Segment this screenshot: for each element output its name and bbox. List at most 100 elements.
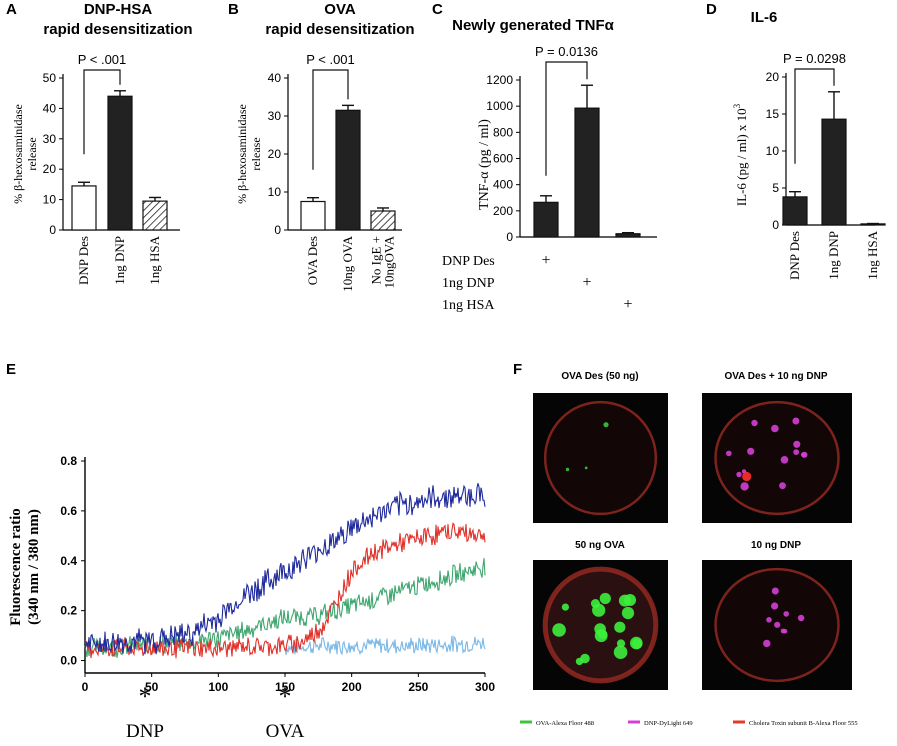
- fluorescent-spot: [590, 599, 600, 608]
- significance-label: P < .001: [78, 52, 127, 67]
- y-tick-label: 800: [493, 125, 513, 139]
- fluorescent-spot: [736, 471, 742, 478]
- x-tick-label-0: OVA Des: [305, 236, 320, 285]
- fluorescent-spot: [613, 645, 628, 659]
- bar-1: [821, 118, 847, 226]
- significance-bracket: [794, 68, 835, 164]
- fluorescent-spot: [742, 471, 752, 482]
- series-line-lightblue: [284, 635, 486, 656]
- x-tick-label: 250: [408, 680, 428, 694]
- panel-f-microscopy: F OVA Des (50 ng) OVA Des + 10 ng DNP 50 ng…: [513, 361, 858, 727]
- y-tick-label: 5: [772, 181, 779, 195]
- fluorescent-spot: [793, 449, 800, 455]
- fluorescent-spot: [726, 450, 732, 457]
- y-tick-label: 0.4: [60, 554, 77, 568]
- y-tick-label: 20: [766, 70, 780, 84]
- y-axis-label: TNF-α (pg / ml): [477, 119, 492, 210]
- y-axis-label-exponent: 3: [732, 103, 742, 108]
- x-tick-label-2: 10ngOVA: [382, 235, 397, 288]
- panel-label-c: C: [432, 1, 443, 18]
- y-tick-label: 0: [506, 230, 513, 244]
- y-tick-label: 0: [274, 223, 281, 237]
- fluorescent-spot: [614, 621, 626, 633]
- x-tick-label-0: DNP Des: [76, 236, 91, 285]
- bar-1: [335, 109, 361, 231]
- x-tick-label: 300: [475, 680, 495, 694]
- y-tick-label: 600: [493, 152, 513, 166]
- chart-title: DNP-HSA: [84, 1, 153, 18]
- significance-bracket: [312, 69, 349, 170]
- fluorescent-spot: [771, 424, 779, 433]
- y-tick-label: 10: [43, 193, 57, 207]
- panel-label-b: B: [228, 1, 239, 18]
- panel-label-f: F: [513, 361, 522, 378]
- fluorescent-spot: [779, 482, 786, 490]
- y-axis-label-line2: release: [25, 137, 39, 170]
- fluorescent-spot: [771, 587, 779, 595]
- bar-0: [71, 185, 97, 231]
- x-tick-label: 0: [82, 680, 89, 694]
- micrograph-title-2: 50 ng OVA: [575, 540, 625, 551]
- bar-0: [300, 200, 326, 231]
- y-tick-label: 0.0: [60, 654, 77, 668]
- fluorescent-spot: [565, 467, 570, 472]
- fluorescent-spot: [797, 614, 805, 622]
- y-tick-label: 50: [43, 71, 57, 85]
- chart-title: IL-6: [751, 9, 778, 26]
- chart-title: Newly generated TNFα: [452, 17, 615, 34]
- fluorescent-spot: [632, 638, 643, 650]
- y-axis-label: IL-6 (pg / ml) x 103: [732, 103, 749, 206]
- chart-subtitle: rapid desensitization: [265, 21, 414, 38]
- fluorescent-spot: [618, 594, 631, 607]
- x-tick-label: 200: [342, 680, 362, 694]
- significance-label: P < .001: [306, 52, 355, 67]
- y-axis-label-line2: release: [249, 137, 263, 170]
- fluorescent-spot: [599, 592, 611, 605]
- y-tick-label: 1200: [486, 73, 513, 87]
- y-tick-label: 30: [268, 109, 282, 123]
- fluorescent-spot: [783, 611, 789, 617]
- y-tick-label: 200: [493, 204, 513, 218]
- micrograph-title-3: 10 ng DNP: [751, 540, 801, 551]
- micrograph-title-1: OVA Des + 10 ng DNP: [724, 371, 827, 382]
- chart-subtitle: rapid desensitization: [43, 21, 192, 38]
- fluorescent-spot: [575, 657, 584, 666]
- y-axis-label: % β-hexosaminidase: [11, 104, 25, 204]
- x-tick-label: 50: [145, 680, 159, 694]
- fluorescent-spot: [763, 639, 771, 648]
- x-tick-label-2: 1ng HSA: [147, 235, 162, 284]
- x-tick-label: 150: [275, 680, 295, 694]
- series-line-navy: [84, 483, 486, 655]
- y-tick-label: 0.8: [60, 454, 77, 468]
- y-tick-label: 0: [772, 218, 779, 232]
- bar-2: [142, 200, 168, 231]
- cell-membrane-0: [543, 400, 658, 516]
- x-tick-label-2: No IgE +: [369, 236, 384, 285]
- table-marker-1: +: [582, 274, 591, 291]
- fluorescent-spot: [801, 451, 808, 458]
- stimulus-label-1: OVA: [266, 721, 305, 742]
- table-row-label-0: DNP Des: [442, 254, 495, 269]
- y-tick-label: 0.2: [60, 604, 77, 618]
- x-tick-label-1: 1ng DNP: [826, 231, 841, 280]
- significance-bracket: [545, 61, 588, 176]
- fluorescent-spot: [774, 621, 781, 628]
- series-line-red: [84, 522, 486, 659]
- y-tick-label: 10: [766, 144, 780, 158]
- stimulus-marker-1: *: [279, 682, 292, 711]
- y-tick-label: 30: [43, 132, 57, 146]
- panel-b-chart: B OVA rapid desensitization 0 10 20 30 40 % β-he…: [228, 1, 415, 292]
- fluorescent-spot: [594, 623, 606, 635]
- bar-1: [107, 95, 133, 231]
- fluorescent-spot: [603, 422, 609, 428]
- table-row-label-2: 1ng HSA: [442, 298, 495, 313]
- panel-label-d: D: [706, 1, 717, 18]
- fluorescent-spot: [616, 639, 626, 648]
- bar-2: [615, 233, 641, 238]
- y-axis-label: % β-hexosaminidase: [235, 104, 249, 204]
- stimulus-marker-0: *: [139, 682, 152, 711]
- y-tick-label: 10: [268, 185, 282, 199]
- y-tick-label: 0: [49, 223, 56, 237]
- legend-label-1: DNP-DyLight 649: [644, 720, 693, 727]
